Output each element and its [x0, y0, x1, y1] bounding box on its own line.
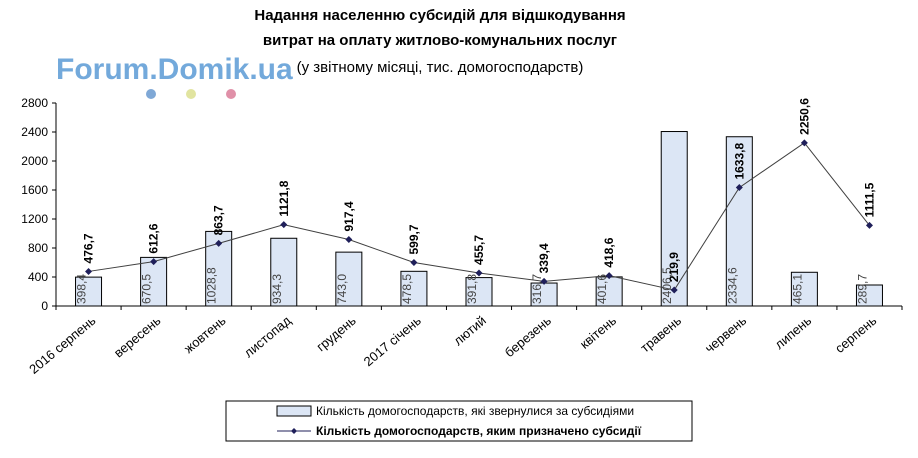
- line-point: [345, 235, 353, 243]
- bar: [140, 256, 168, 307]
- line-point: [85, 267, 93, 275]
- y-tick-label: 400: [28, 270, 48, 284]
- bar-data-label: 289,7: [855, 274, 869, 304]
- y-tick-label: 2400: [21, 125, 48, 139]
- bar-data-label: 478,5: [400, 274, 414, 304]
- line-data-label: 219,9: [667, 252, 681, 282]
- bar-data-label: 934,3: [270, 274, 284, 304]
- line-data-label: 418,6: [602, 237, 616, 267]
- line-data-label: 599,7: [407, 224, 421, 254]
- y-axis-ticks: 0 400 800 1200 1600 2000 2400 2800: [21, 96, 56, 313]
- line-data-label: 476,7: [82, 233, 96, 263]
- line-data-label: 339,4: [537, 243, 551, 273]
- legend-line-marker: [291, 428, 297, 434]
- bar-data-label: 1028,8: [205, 267, 219, 304]
- line-series: [85, 139, 873, 294]
- line-point: [280, 221, 288, 229]
- bar: [725, 136, 753, 307]
- watermark-dots: [146, 89, 236, 99]
- watermark-dot-pink: [226, 89, 236, 99]
- line-point: [605, 272, 613, 280]
- x-tick-label: жовтень: [181, 313, 229, 356]
- line-data-labels: 476,7 612,6 863,7 1121,8 917,4 599,7 455,7 339,…: [82, 98, 877, 282]
- x-tick-label: 2016 серпень: [26, 313, 98, 377]
- bar-data-label: 316,7: [530, 274, 544, 304]
- y-tick-label: 2800: [21, 96, 48, 110]
- x-tick-label: червень: [702, 313, 749, 356]
- watermark-dot-blue: [146, 89, 156, 99]
- legend-bar-swatch: [276, 405, 312, 417]
- line-point: [800, 139, 808, 147]
- legend-line-label: Кількість домогосподарств, яким призначе…: [316, 424, 642, 438]
- bar: [465, 277, 493, 307]
- x-tick-label: липень: [772, 313, 815, 352]
- y-tick-label: 0: [41, 299, 48, 313]
- line-point: [540, 277, 548, 285]
- line-data-label: 455,7: [472, 235, 486, 265]
- bar-data-label: 670,5: [140, 274, 154, 304]
- x-tick-label: серпень: [832, 313, 879, 356]
- bar: [400, 270, 428, 307]
- line-point: [150, 258, 158, 266]
- y-tick-label: 1200: [21, 212, 48, 226]
- x-tick-label: листопад: [241, 313, 294, 361]
- bar: [595, 276, 623, 307]
- bar-data-label: 401,6: [595, 274, 609, 304]
- x-tick-label: грудень: [313, 313, 359, 355]
- bar: [790, 271, 818, 307]
- bar-data-label: 2406,5: [660, 267, 674, 304]
- line-point: [475, 269, 483, 277]
- x-tick-label: 2017 січень: [361, 313, 424, 370]
- x-tick-label: вересень: [111, 313, 164, 361]
- line-data-label: 612,6: [147, 223, 161, 253]
- y-tick-label: 2000: [21, 154, 48, 168]
- line-point: [735, 184, 743, 192]
- watermark-dot-yellow: [186, 89, 196, 99]
- legend-bar-label: Кількість домогосподарств, які звернулис…: [316, 404, 634, 418]
- bar-data-label: 465,1: [790, 274, 804, 304]
- legend: Кількість домогосподарств, які звернулис…: [225, 400, 693, 442]
- line-point: [865, 221, 873, 229]
- bar-data-labels: 398,4 670,5 1028,8 934,3 743,0 478,5 391,8 316,…: [75, 267, 870, 304]
- bar-data-label: 2334,6: [725, 267, 739, 304]
- bar: [205, 230, 233, 307]
- line-data-label: 863,7: [212, 205, 226, 235]
- x-tick-label: травень: [637, 313, 684, 356]
- y-tick-label: 1600: [21, 183, 48, 197]
- chart-title: Надання населенню субсидій для відшкодув…: [254, 7, 625, 49]
- line-data-label: 1121,8: [277, 180, 291, 216]
- line-data-label: 2250,6: [797, 98, 811, 135]
- x-tick-label: квітень: [577, 313, 619, 352]
- x-tick-label: березень: [502, 313, 554, 360]
- bar-series: [75, 131, 883, 307]
- bar-data-label: 398,4: [75, 274, 89, 304]
- line-data-label: 1633,8: [732, 143, 746, 180]
- bar: [335, 251, 363, 307]
- line-data-label: 1111,5: [862, 182, 876, 217]
- watermark: Forum.Domik.ua: [56, 53, 293, 86]
- chart-title-line: Надання населенню субсидій для відшкодув…: [254, 7, 625, 24]
- y-tick-label: 800: [28, 241, 48, 255]
- bar-data-label: 391,8: [465, 274, 479, 304]
- x-axis-ticks: 2016 серпень вересень жовтень листопад груде…: [26, 306, 903, 377]
- line-point: [670, 286, 678, 294]
- bar-data-label: 743,0: [335, 274, 349, 304]
- chart-title-line: витрат на оплату житлово-комунальних пос…: [263, 32, 617, 49]
- bar: [855, 284, 883, 307]
- bar: [75, 276, 103, 307]
- line-data-label: 917,4: [342, 201, 356, 231]
- x-tick-label: лютий: [451, 313, 489, 349]
- chart-subtitle: (у звітному місяці, тис. домогосподарств…: [297, 59, 584, 76]
- line-point: [410, 259, 418, 267]
- bar: [270, 237, 298, 307]
- line-point: [215, 239, 223, 247]
